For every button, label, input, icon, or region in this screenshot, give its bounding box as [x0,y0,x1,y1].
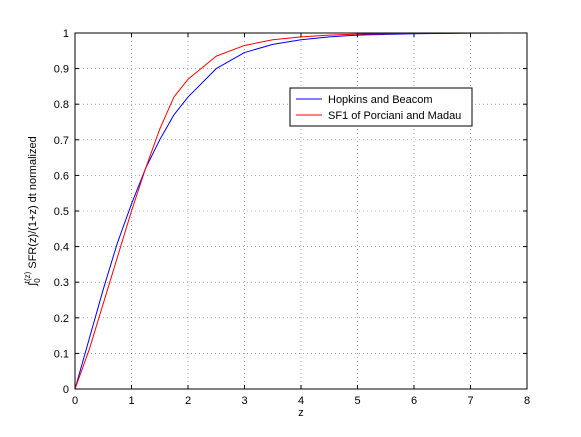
x-tick-label: 5 [354,395,360,407]
legend-label-hopkins: Hopkins and Beacom [328,94,433,106]
y-tick-label: 0.6 [54,170,69,182]
x-tick-label: 7 [467,395,473,407]
y-axis-label-sub: 0 [33,278,42,283]
y-tick-label: 0.3 [54,277,69,289]
x-tick-label: 0 [72,395,78,407]
y-axis-label-integral: ∫ [27,282,39,287]
grid [75,33,527,389]
y-axis-label: ∫0t(z) SFR(z)/(1+z) dt normalized [23,136,42,286]
y-tick-label: 0.4 [54,242,69,254]
y-tick-label: 0.2 [54,313,69,325]
y-tick-label: 0.9 [54,64,69,76]
y-tick-label: 0.1 [54,348,69,360]
svg-text:∫0t(z) SFR(z)/(1+z) dt normali: ∫0t(z) SFR(z)/(1+z) dt normalized [23,136,42,286]
x-tick-label: 3 [241,395,247,407]
x-tick-label: 8 [524,395,530,407]
x-tick-label: 2 [185,395,191,407]
y-tick-label: 0.5 [54,206,69,218]
y-axis-label-main: SFR(z)/(1+z) dt normalized [27,136,39,271]
y-tick-label: 0 [63,384,69,396]
y-axis-label-sup: t(z) [23,271,32,283]
x-tick-label: 1 [128,395,134,407]
series-group [74,32,528,390]
ticks: 0 1 2 3 4 5 6 7 8 0 0.1 0.2 0.3 0.4 0.5 0.6 0.7 0.8 0.9 1 [54,28,530,407]
x-tick-label: 4 [298,395,304,407]
y-tick-label: 1 [63,28,69,40]
legend-box [289,87,473,127]
legend: Hopkins and Beacom SF1 of Porciani and M… [289,87,473,127]
series-line-0 [74,32,528,390]
y-tick-label: 0.8 [54,99,69,111]
legend-label-porciani: SF1 of Porciani and Madau [328,110,461,122]
x-tick-label: 6 [411,395,417,407]
y-tick-label: 0.7 [54,135,69,147]
x-axis-label: z [298,407,304,419]
series-line-1 [74,32,527,390]
